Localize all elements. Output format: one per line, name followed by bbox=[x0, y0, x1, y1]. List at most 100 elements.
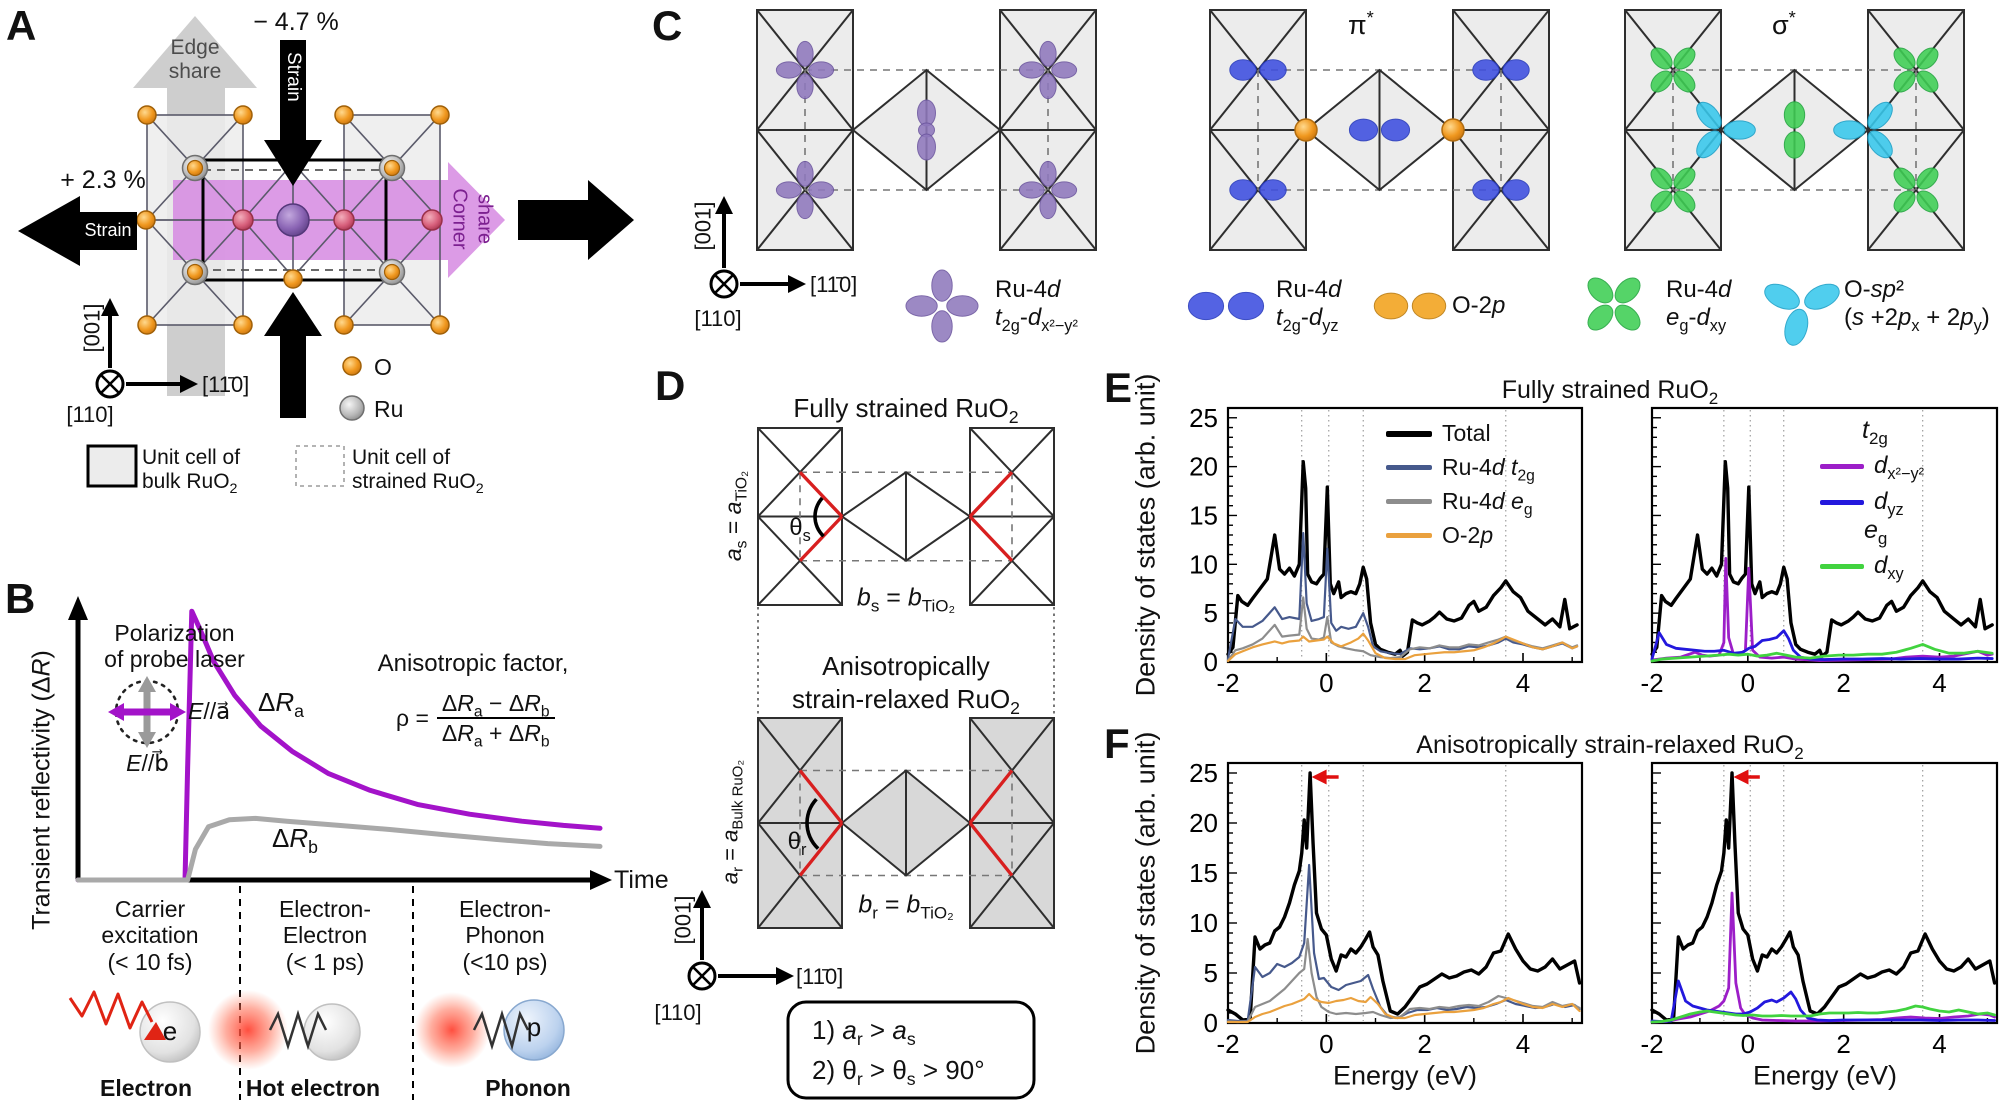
svg-text:0: 0 bbox=[1741, 668, 1755, 698]
svg-text:4: 4 bbox=[1516, 1029, 1530, 1059]
svg-text:20: 20 bbox=[1189, 452, 1218, 482]
dxy-swatch bbox=[1820, 563, 1864, 569]
legend-o-label: O bbox=[374, 354, 392, 380]
legend-row-t2g: Ru-4d t2g bbox=[1386, 454, 1535, 484]
theta-r-label: θr bbox=[787, 828, 807, 859]
dos-plot-F-right: -2 0 2 4 bbox=[1640, 761, 1999, 1059]
b-s-label: bs = bTiO₂ bbox=[856, 583, 956, 616]
b-xlabel-time: Time bbox=[614, 866, 669, 894]
legend-row-o2p: O-2p bbox=[1386, 522, 1493, 549]
total-swatch bbox=[1386, 430, 1432, 437]
f-ylabel: Density of states (arb. unit) bbox=[1130, 731, 1161, 1055]
aniso-factor-title: Anisotropic factor, bbox=[377, 650, 569, 677]
legend-row-eg: Ru-4d eg bbox=[1386, 488, 1533, 518]
unitcell-strained-label: Unit cell of strained RuO2 bbox=[352, 446, 484, 498]
corner-share-word-2: share bbox=[473, 193, 496, 245]
strain-left-value: + 2.3 % bbox=[60, 166, 146, 194]
svg-text:20: 20 bbox=[1189, 808, 1218, 838]
panel-label-c: C bbox=[652, 2, 683, 49]
panel-label-a: A bbox=[6, 2, 37, 49]
sigma-star-label: σ* bbox=[1772, 7, 1796, 40]
panel-label-f: F bbox=[1104, 720, 1130, 767]
svg-text:5: 5 bbox=[1204, 958, 1218, 988]
svg-text:25: 25 bbox=[1189, 403, 1218, 433]
svg-text:0: 0 bbox=[1319, 1029, 1333, 1059]
phonon-ball-label: p bbox=[526, 1012, 542, 1043]
legend-header-eg: eg bbox=[1864, 516, 1888, 548]
axis-110bar-d: [11̄0] bbox=[796, 964, 844, 989]
svg-text:4: 4 bbox=[1516, 668, 1530, 698]
svg-text:-2: -2 bbox=[1640, 668, 1663, 698]
theta-s-label: θs bbox=[789, 514, 811, 545]
panel-a-crystal-structure bbox=[18, 16, 634, 488]
svg-text:2: 2 bbox=[1836, 1029, 1850, 1059]
svg-text:5: 5 bbox=[1204, 598, 1218, 628]
svg-text:10: 10 bbox=[1189, 549, 1218, 579]
o2p-swatch bbox=[1386, 533, 1432, 538]
stage-electron-phonon: Electron- Phonon (<10 ps) bbox=[458, 896, 552, 975]
panel-label-d: D bbox=[655, 362, 686, 409]
legend-row-dxy: dxy bbox=[1820, 552, 1904, 582]
strain-top-value: − 4.7 % bbox=[253, 8, 339, 36]
dx2y2-swatch bbox=[1820, 463, 1864, 469]
delta-ra-label: ΔRa bbox=[258, 687, 304, 722]
svg-text:0: 0 bbox=[1741, 1029, 1755, 1059]
svg-text:0: 0 bbox=[1204, 647, 1218, 677]
electron-ball-label: e bbox=[162, 1016, 178, 1047]
t2g-swatch bbox=[1386, 465, 1432, 470]
a-r-label: ar = aBulk RuO₂ bbox=[717, 759, 747, 885]
stage-carrier-excitation: Carrier excitation (< 10 fs) bbox=[101, 896, 199, 975]
legend-row-total: Total bbox=[1386, 420, 1491, 447]
panel-label-e: E bbox=[1104, 364, 1133, 411]
stage-name-electron: Electron bbox=[99, 1074, 193, 1101]
svg-text:0: 0 bbox=[1204, 1008, 1218, 1038]
f-title: Anisotropically strain-relaxed RuO2 bbox=[1416, 731, 1804, 763]
legend-row-dx2y2: dx²−y² bbox=[1820, 452, 1924, 482]
f-right-xlabel: Energy (eV) bbox=[1752, 1060, 1898, 1091]
svg-text:0: 0 bbox=[1319, 668, 1333, 698]
svg-text:2: 2 bbox=[1417, 668, 1431, 698]
legend-o2p: O-2p bbox=[1452, 292, 1506, 319]
axis-110-c: [110] bbox=[694, 306, 742, 331]
strain-word-left: Strain bbox=[84, 220, 132, 240]
aniso-factor-formula: ρ = ΔRa − ΔRb ΔRa + ΔRb bbox=[396, 690, 555, 750]
f-left-xlabel: Energy (eV) bbox=[1332, 1060, 1478, 1091]
b-r-label: br = bTiO₂ bbox=[858, 890, 954, 923]
svg-text:-2: -2 bbox=[1640, 1029, 1663, 1059]
legend-ru4d-xy: Ru-4d eg-dxy bbox=[1666, 276, 1732, 335]
legend-o-sp2: O-sp² (s +2px + 2py) bbox=[1844, 276, 1990, 335]
axis-110bar-a: [11̄0] bbox=[202, 372, 250, 397]
polarization-label: Polarization of probe laser bbox=[104, 620, 245, 673]
svg-text:10: 10 bbox=[1189, 908, 1218, 938]
stage-electron-electron: Electron- Electron (< 1 ps) bbox=[278, 896, 372, 975]
svg-text:4: 4 bbox=[1932, 668, 1946, 698]
stage-name-phonon: Phonon bbox=[485, 1074, 571, 1101]
legend-row-dyz: dyz bbox=[1820, 488, 1904, 518]
legend-ru4d-x2y2: Ru-4d t2g-dx²−y² bbox=[995, 276, 1078, 335]
delta-rb-label: ΔRb bbox=[272, 823, 318, 858]
e-parallel-b-label: E//b⃗ bbox=[126, 750, 169, 776]
axis-110bar-c: [11̄0] bbox=[810, 272, 858, 297]
e-ylabel: Density of states (arb. unit) bbox=[1130, 373, 1161, 697]
axis-001-d: [001] bbox=[670, 895, 696, 945]
condition-2: 2) θr > θs > 90° bbox=[812, 1055, 985, 1090]
strain-word-top: Strain bbox=[282, 52, 304, 102]
edge-share-label: Edge share bbox=[168, 36, 222, 84]
axis-110-a: [110] bbox=[66, 402, 114, 427]
svg-text:2: 2 bbox=[1836, 668, 1850, 698]
panel-label-b: B bbox=[5, 575, 36, 622]
svg-text:25: 25 bbox=[1189, 758, 1218, 788]
condition-1: 1) ar > as bbox=[812, 1015, 916, 1050]
legend-ru4d-yz: Ru-4d t2g-dyz bbox=[1276, 276, 1342, 335]
panel-c-orbital-diagrams bbox=[709, 9, 1965, 346]
legend-ru-label: Ru bbox=[374, 396, 404, 422]
panel-d-octahedra-diagrams bbox=[687, 427, 1055, 1100]
e-parallel-a-label: E//a⃗ bbox=[188, 698, 231, 724]
dos-plot-E-right: -2 0 2 4 bbox=[1640, 406, 1999, 698]
panel-b-reflectivity-schematic bbox=[68, 596, 612, 1100]
